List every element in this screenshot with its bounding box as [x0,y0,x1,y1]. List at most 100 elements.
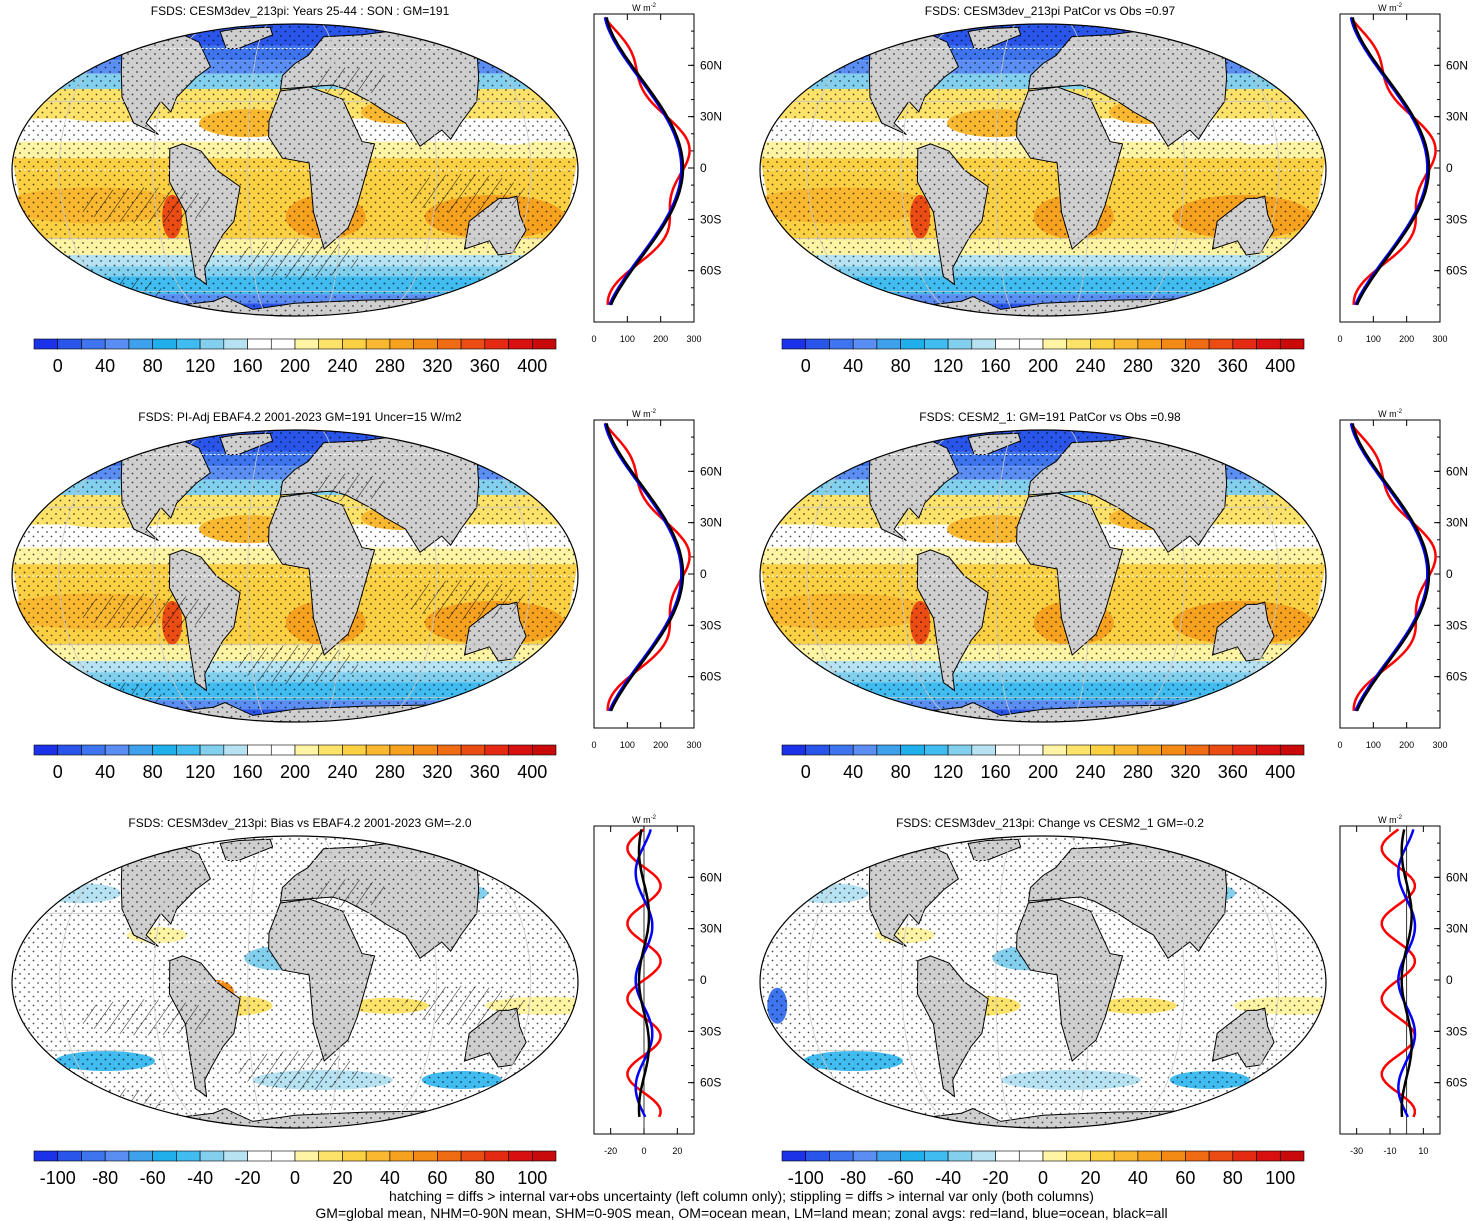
colorbar-label: 400 [517,762,547,782]
colorbar-swatch [805,338,830,350]
zonal-lat-label: 0 [700,161,707,175]
colorbar-label: 120 [933,762,963,782]
colorbar-label: 280 [1123,762,1153,782]
zonal-lat-label: 30N [700,922,722,936]
colorbar-label: 360 [1218,356,1248,376]
colorbar-swatch [531,744,557,756]
colorbar-label: 200 [280,762,310,782]
colorbar-swatch [294,338,320,350]
zonal-x-label: 10 [1418,1146,1428,1156]
zonal-x-label: 0 [1337,334,1342,344]
colorbar-swatch [128,338,153,350]
colorbar-swatch [508,338,533,350]
zonal-lat-label: 30S [1446,1024,1467,1038]
map-panel-3 [11,429,579,723]
map-panel-6 [759,835,1327,1129]
zonal-lat-label: 60N [700,58,722,72]
colorbar-swatch [1279,338,1305,350]
colorbar-label: 320 [422,762,452,782]
colorbar-swatch [1232,744,1257,756]
colorbar-label: 0 [53,762,63,782]
colorbar-swatch [294,744,320,756]
colorbar-swatch [829,744,854,756]
stippling [760,24,1326,316]
zonal-ocean-curve [1349,17,1429,306]
zonal-all-curve [605,423,685,712]
panel-title-3: FSDS: PI-Adj EBAF4.2 2001-2023 GM=191 Un… [138,410,462,424]
zonal-plot-5: W m-2 60N 30N 0 30S 60S -20 0 20 [593,815,722,1156]
colorbar-swatch [1090,1150,1115,1162]
colorbar-swatch [294,1150,320,1162]
map-field [12,24,578,316]
colorbar-swatch [971,338,996,350]
colorbar-label: -20 [235,1168,261,1188]
zonal-x-label: 100 [1366,740,1381,750]
colorbar-swatch [318,338,343,350]
colorbar-swatch [1232,1150,1257,1162]
colorbar-swatch [389,338,414,350]
colorbar-swatch [389,1150,414,1162]
colorbar-swatch [1018,1150,1044,1162]
panel-title-5: FSDS: CESM3dev_213pi: Bias vs EBAF4.2 20… [128,816,472,830]
colorbar-swatch [437,338,462,350]
colorbar-swatch [1232,338,1257,350]
colorbar-swatch [81,1150,106,1162]
colorbar-swatch [900,744,925,756]
colorbar-swatch [1066,338,1091,350]
colorbar-swatch [1042,744,1068,756]
colorbar-swatch [829,1150,854,1162]
colorbar-swatch [128,1150,153,1162]
colorbar-swatch [971,744,996,756]
colorbar-label: -80 [840,1168,866,1188]
zonal-lat-label: 30S [700,212,721,226]
colorbar-swatch [152,1150,177,1162]
colorbar-label: 280 [375,762,405,782]
colorbar-swatch [104,338,130,350]
zonal-x-label: 0 [591,740,596,750]
colorbar-swatch [781,744,807,756]
colorbar-2: 0 40 80 120 160 200 240 280 320 360 400 [781,338,1305,376]
colorbar-swatch [342,1150,367,1162]
colorbar-swatch [1256,744,1281,756]
colorbar-swatch [33,338,59,350]
colorbar-swatch [1137,744,1162,756]
colorbar-swatch [247,338,272,350]
zonal-lat-label: 30N [1446,516,1468,530]
colorbar-label: -60 [140,1168,166,1188]
colorbar-swatch [57,338,82,350]
zonal-lat-label: 0 [700,973,707,987]
zonal-lat-label: 60N [1446,870,1468,884]
map-field [12,836,578,1128]
colorbar-label: 0 [1038,1168,1048,1188]
colorbar-label: -60 [888,1168,914,1188]
colorbar-swatch [365,744,391,756]
zonal-x-label: 0 [1337,740,1342,750]
colorbar-swatch [995,338,1020,350]
colorbar-swatch [1137,1150,1162,1162]
map-border [11,23,579,317]
colorbar-swatch [270,1150,296,1162]
colorbar-swatch [829,338,854,350]
colorbar-swatch [1090,744,1115,756]
colorbar-swatch [947,1150,973,1162]
colorbar-label: 120 [185,356,215,376]
zonal-lat-label: 60S [1446,264,1467,278]
zonal-all-curve [1351,423,1431,712]
colorbar-label: -20 [983,1168,1009,1188]
colorbar-label: 200 [1028,762,1058,782]
colorbar-label: 320 [1170,356,1200,376]
zonal-x-label: 300 [1432,740,1447,750]
zonal-lat-label: 30N [1446,922,1468,936]
colorbar-swatch [947,338,973,350]
colorbar-label: 80 [891,356,911,376]
colorbar-swatch [57,744,82,756]
colorbar-swatch [104,1150,130,1162]
colorbar-label: 80 [1223,1168,1243,1188]
zonal-lat-label: 60S [1446,1076,1467,1090]
zonal-lat-label: 30S [700,1024,721,1038]
colorbar-swatch [508,744,533,756]
colorbar-swatch [199,1150,225,1162]
map-border [11,835,579,1129]
colorbar-label: 40 [1128,1168,1148,1188]
colorbar-swatch [1208,338,1234,350]
